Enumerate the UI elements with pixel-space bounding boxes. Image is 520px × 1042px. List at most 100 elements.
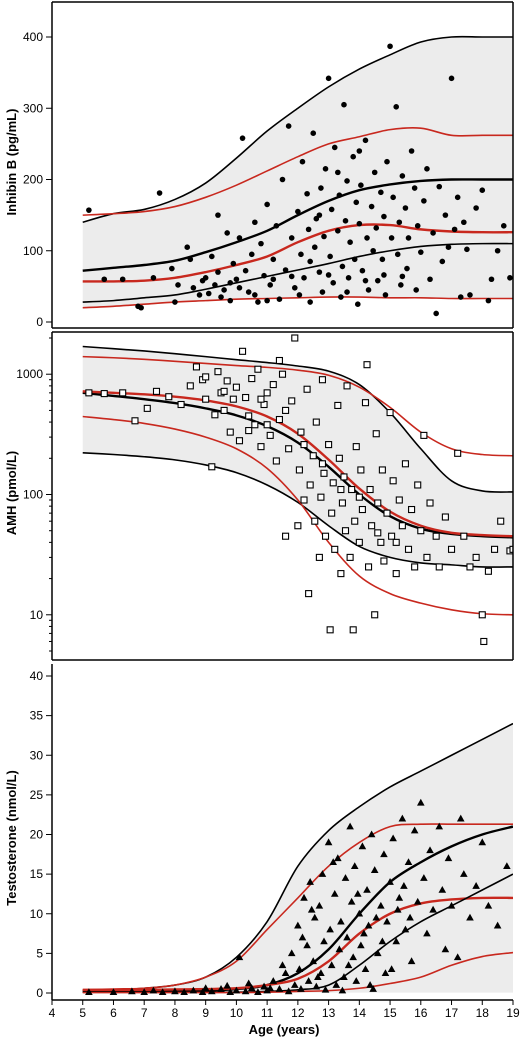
amh-data-point xyxy=(220,387,228,395)
inhibin-b-data-point xyxy=(252,219,258,226)
inhibin-b-data-point xyxy=(384,158,390,165)
inhibin-b-red-curve xyxy=(82,127,513,216)
amh-data-point xyxy=(392,570,400,578)
testosterone-data-point xyxy=(447,901,456,909)
amh-data-point xyxy=(257,443,265,451)
inhibin-b-data-point xyxy=(344,289,350,295)
inhibin-b-data-point xyxy=(184,244,191,250)
inhibin-b-data-point xyxy=(295,208,301,215)
inhibin-b-data-point xyxy=(261,272,267,279)
testosterone-data-point xyxy=(315,901,324,909)
inhibin-b-data-point xyxy=(436,183,443,190)
testosterone-reference-band xyxy=(82,723,513,993)
testosterone-data-point xyxy=(377,901,385,909)
amh-data-point xyxy=(208,463,216,471)
inhibin-b-data-point xyxy=(273,223,280,229)
inhibin-b-data-point xyxy=(350,153,356,160)
testosterone-data-point xyxy=(290,981,299,988)
amh-y-tick-label: 10 xyxy=(30,608,44,622)
amh-data-point xyxy=(297,428,305,436)
inhibin-b-data-point xyxy=(347,239,353,245)
inhibin-b-data-point xyxy=(215,269,221,275)
testosterone-x-tick-label: 18 xyxy=(476,1006,490,1020)
amh-data-point xyxy=(232,383,240,391)
amh-data-point xyxy=(386,409,394,417)
amh-data-point xyxy=(388,532,396,540)
inhibin-b-data-point xyxy=(365,287,372,293)
inhibin-b-panel: 0 100 200 300 400 xyxy=(23,1,514,329)
inhibin-b-data-point xyxy=(359,267,366,274)
testosterone-data-point xyxy=(398,814,407,822)
amh-data-point xyxy=(352,443,360,451)
inhibin-b-red-curve xyxy=(82,296,513,309)
amh-data-point xyxy=(417,527,425,535)
amh-data-point xyxy=(338,499,346,507)
testosterone-data-point xyxy=(198,988,207,996)
inhibin-b-data-point xyxy=(325,272,332,278)
amh-red-curve xyxy=(82,415,513,616)
amh-data-point xyxy=(398,522,406,530)
inhibin-b-data-point xyxy=(119,276,126,283)
testosterone-data-point xyxy=(363,885,371,893)
amh-data-point xyxy=(229,395,237,403)
testosterone-data-point xyxy=(321,985,330,993)
inhibin-b-data-point xyxy=(296,292,303,298)
amh-data-point xyxy=(371,611,379,619)
amh-data-point xyxy=(380,557,388,565)
testosterone-y-tick-label: 30 xyxy=(30,748,44,762)
testosterone-y-tick-label: 20 xyxy=(30,828,44,842)
testosterone-data-point xyxy=(381,969,390,976)
testosterone-x-tick-label: 5 xyxy=(79,1006,86,1020)
testosterone-data-point xyxy=(373,949,382,957)
amh-data-point xyxy=(414,481,422,489)
amh-data-point xyxy=(472,553,480,561)
inhibin-b-data-point xyxy=(328,206,335,213)
inhibin-b-data-point xyxy=(316,212,323,218)
testosterone-data-point xyxy=(400,882,408,889)
amh-data-point xyxy=(355,493,363,501)
testosterone-data-point xyxy=(318,870,327,877)
testosterone-data-point xyxy=(361,965,370,973)
testosterone-data-point xyxy=(314,973,322,980)
amh-data-point xyxy=(295,466,303,474)
inhibin-b-data-point xyxy=(479,187,486,193)
testosterone-data-point xyxy=(386,878,394,885)
inhibin-b-data-point xyxy=(418,249,424,255)
testosterone-data-point xyxy=(380,850,388,858)
amh-data-point xyxy=(192,363,200,371)
inhibin-b-black-curve xyxy=(82,178,513,272)
amh-data-point xyxy=(257,395,265,403)
testosterone-data-point xyxy=(453,953,462,961)
inhibin-b-data-point xyxy=(393,104,400,110)
inhibin-b-data-point xyxy=(378,189,384,196)
amh-data-point xyxy=(408,505,416,514)
testosterone-data-point xyxy=(378,937,387,945)
testosterone-data-point xyxy=(189,986,198,994)
testosterone-data-point xyxy=(387,965,396,973)
inhibin-b-reference-band xyxy=(82,36,513,308)
inhibin-b-data-point xyxy=(310,130,317,136)
inhibin-b-data-point xyxy=(212,282,218,288)
inhibin-b-data-point xyxy=(442,212,449,218)
testosterone-data-point xyxy=(300,893,308,901)
inhibin-b-data-point xyxy=(439,258,446,265)
testosterone-data-point xyxy=(472,882,480,889)
amh-data-point xyxy=(186,382,194,390)
amh-data-point xyxy=(315,553,323,561)
testosterone-data-point xyxy=(201,984,210,992)
testosterone-data-point xyxy=(232,986,241,994)
amh-data-point xyxy=(177,400,185,409)
testosterone-data-point xyxy=(364,921,373,929)
testosterone-data-point xyxy=(312,982,321,990)
amh-data-point xyxy=(214,368,222,376)
testosterone-data-point xyxy=(266,984,275,992)
testosterone-data-point xyxy=(420,874,428,881)
inhibin-b-data-point xyxy=(285,123,292,129)
testosterone-y-tick-label: 25 xyxy=(30,788,44,802)
inhibin-b-data-point xyxy=(86,207,92,213)
inhibin-b-data-point xyxy=(276,296,283,303)
amh-panel: 10 100 1000 xyxy=(16,331,514,661)
amh-data-point xyxy=(377,538,385,546)
testosterone-data-point xyxy=(441,945,450,953)
